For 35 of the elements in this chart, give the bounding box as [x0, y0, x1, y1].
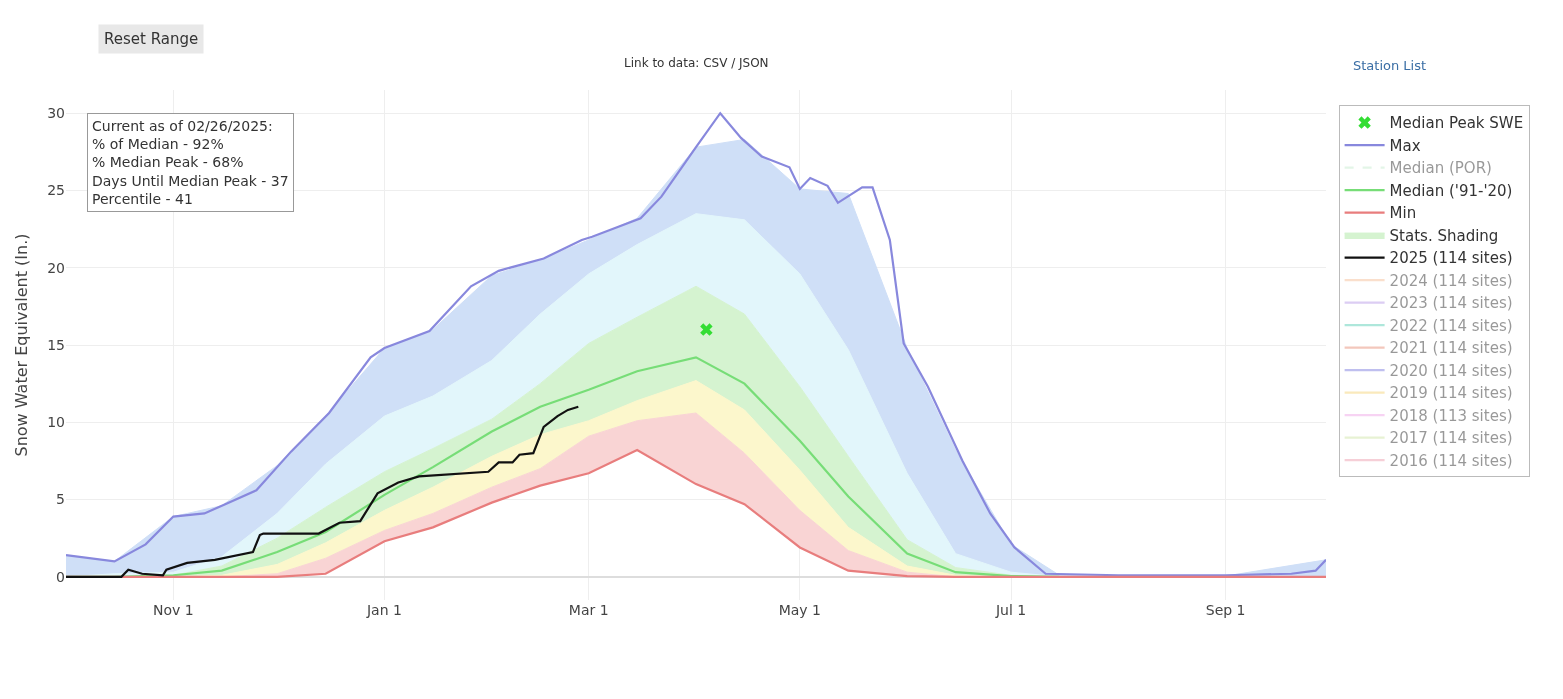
x-tick-label: Mar 1 — [568, 602, 609, 618]
legend-label: 2016 (114 sites) — [1389, 451, 1513, 470]
legend-label: 2023 (114 sites) — [1389, 294, 1513, 313]
legend-label: Median ('91-'20) — [1389, 181, 1513, 200]
legend-label: 2019 (114 sites) — [1389, 384, 1513, 403]
y-tick-label: 10 — [47, 414, 65, 431]
x-tick-label: Jan 1 — [365, 602, 402, 618]
legend-label: 2024 (114 sites) — [1389, 271, 1513, 290]
y-tick-label: 5 — [56, 491, 65, 508]
y-tick-label: 20 — [47, 259, 65, 276]
y-tick-label: 15 — [47, 336, 65, 353]
x-tick-label: Nov 1 — [152, 602, 194, 618]
annotation: Current as of 02/26/2025: % of Median - 92% % Median Peak - 68% Days Until Median Peak - 37 Percentile - 41 — [92, 118, 289, 207]
legend-label: Max — [1389, 136, 1421, 155]
legend-label: 2022 (114 sites) — [1389, 316, 1513, 335]
legend-label: Stats. Shading — [1389, 226, 1499, 245]
legend-label: Min — [1389, 204, 1417, 223]
x-tick-label: Sep 1 — [1205, 602, 1246, 618]
legend-label: Median Peak SWE — [1389, 114, 1524, 133]
legend-label: 2017 (114 sites) — [1389, 429, 1513, 448]
line-series — [66, 405, 580, 578]
y-tick-label: 25 — [47, 182, 65, 199]
legend-label: 2018 (113 sites) — [1389, 406, 1513, 425]
legend-label: 2025 (114 sites) — [1389, 249, 1513, 268]
legend-label: 2020 (114 sites) — [1389, 361, 1513, 380]
x-tick-label: Jul 1 — [994, 602, 1027, 618]
x-tick-label: May 1 — [778, 602, 822, 618]
text: Reset Range — [104, 30, 199, 48]
y-tick-label: 30 — [47, 105, 65, 122]
y-tick-label: 0 — [56, 568, 65, 585]
text: Link to data: CSV / JSON — [624, 56, 769, 70]
y-axis-title: Snow Water Equivalent (In.) — [12, 233, 32, 457]
text: Station List — [1353, 58, 1427, 73]
legend-label: Median (POR) — [1389, 159, 1492, 178]
legend-label: 2021 (114 sites) — [1389, 339, 1513, 358]
